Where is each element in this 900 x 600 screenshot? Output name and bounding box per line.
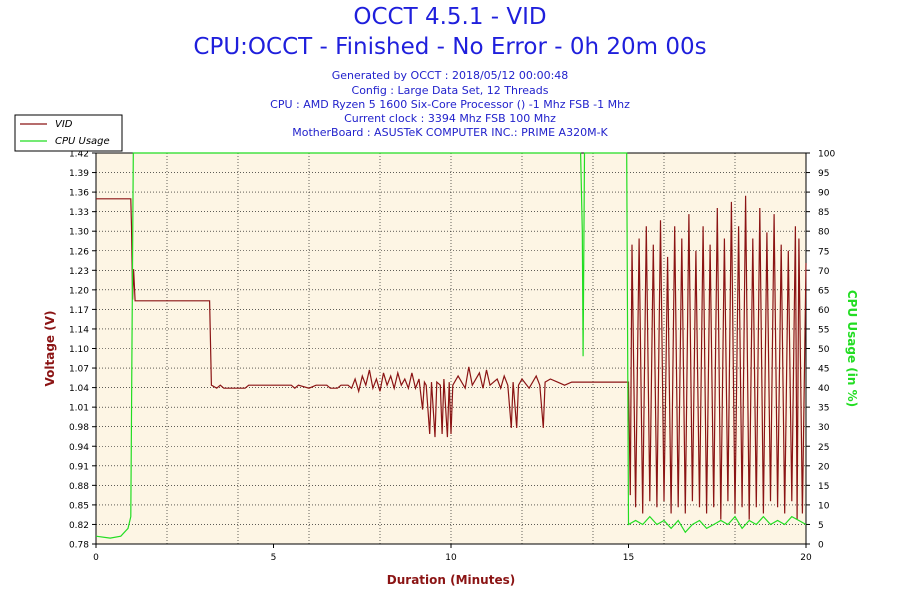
y-right-tick-label: 40: [818, 384, 830, 394]
y-left-tick-label: 1.42: [69, 150, 89, 160]
x-tick-label: 15: [623, 553, 634, 563]
y-right-axis-title: CPU Usage (in %): [845, 290, 859, 407]
y-right-tick-label: 70: [818, 267, 830, 277]
y-right-tick-label: 95: [818, 169, 829, 179]
cpu-usage-series-line: [95, 152, 807, 539]
y-left-tick-label: 0.82: [69, 521, 89, 531]
x-axis-title: Duration (Minutes): [387, 573, 515, 587]
y-left-tick-label: 0.88: [69, 482, 89, 492]
y-left-tick-label: 1.14: [69, 325, 89, 335]
y-right-tick-label: 100: [818, 150, 835, 160]
y-left-tick-label: 1.36: [69, 189, 89, 199]
y-right-tick-label: 80: [818, 228, 830, 238]
y-right-tick-label: 50: [818, 345, 830, 355]
legend-vid-label: VID: [55, 119, 73, 130]
x-tick-label: 0: [93, 553, 99, 563]
y-left-tick-label: 1.23: [69, 267, 89, 277]
legend-cpu-label: CPU Usage: [55, 136, 110, 147]
y-right-tick-label: 75: [818, 247, 829, 257]
y-left-tick-label: 0.78: [69, 541, 89, 551]
y-right-tick-label: 55: [818, 325, 829, 335]
y-left-tick-label: 1.30: [69, 228, 89, 238]
info-config: Config : Large Data Set, 12 Threads: [351, 84, 549, 97]
y-right-tick-label: 25: [818, 443, 829, 453]
y-right-tick-label: 35: [818, 404, 829, 414]
x-tick-label: 20: [800, 553, 812, 563]
y-right-tick-label: 10: [818, 501, 830, 511]
y-left-tick-label: 1.17: [69, 306, 89, 316]
y-right-tick-label: 90: [818, 189, 830, 199]
y-left-tick-label: 0.91: [69, 462, 89, 472]
y-right-tick-label: 85: [818, 208, 829, 218]
y-right-tick-label: 0: [818, 541, 824, 551]
info-clock: Current clock : 3394 Mhz FSB 100 Mhz: [344, 112, 556, 125]
chart-subtitle: CPU:OCCT - Finished - No Error - 0h 20m …: [193, 34, 707, 60]
y-left-tick-label: 1.33: [69, 208, 89, 218]
y-left-axis-title: Voltage (V): [43, 311, 57, 387]
info-cpu: CPU : AMD Ryzen 5 1600 Six-Core Processo…: [270, 98, 630, 111]
y-right-tick-label: 65: [818, 286, 829, 296]
vid-series-line: [96, 195, 807, 520]
x-tick-label: 10: [445, 553, 457, 563]
y-left-tick-label: 1.10: [69, 345, 89, 355]
x-tick-label: 5: [271, 553, 277, 563]
info-motherboard: MotherBoard : ASUSTeK COMPUTER INC.: PRI…: [292, 126, 608, 139]
y-left-tick-label: 0.85: [69, 501, 89, 511]
y-left-tick-label: 1.01: [69, 404, 89, 414]
y-right-tick-label: 20: [818, 462, 830, 472]
y-left-tick-label: 0.94: [69, 443, 89, 453]
y-left-tick-label: 1.39: [69, 169, 89, 179]
y-left-tick-label: 0.98: [69, 423, 89, 433]
legend-box: [14, 114, 123, 152]
info-generated: Generated by OCCT : 2018/05/12 00:00:48: [331, 69, 569, 82]
chart-title: OCCT 4.5.1 - VID: [353, 4, 547, 30]
y-left-tick-label: 1.04: [69, 384, 89, 394]
y-right-tick-label: 30: [818, 423, 830, 433]
y-right-tick-label: 60: [818, 306, 830, 316]
y-left-tick-label: 1.07: [69, 365, 89, 375]
y-right-tick-label: 5: [818, 521, 824, 531]
y-right-tick-label: 15: [818, 482, 829, 492]
y-left-tick-label: 1.26: [69, 247, 89, 257]
y-left-tick-label: 1.20: [69, 286, 89, 296]
y-right-tick-label: 45: [818, 365, 829, 375]
